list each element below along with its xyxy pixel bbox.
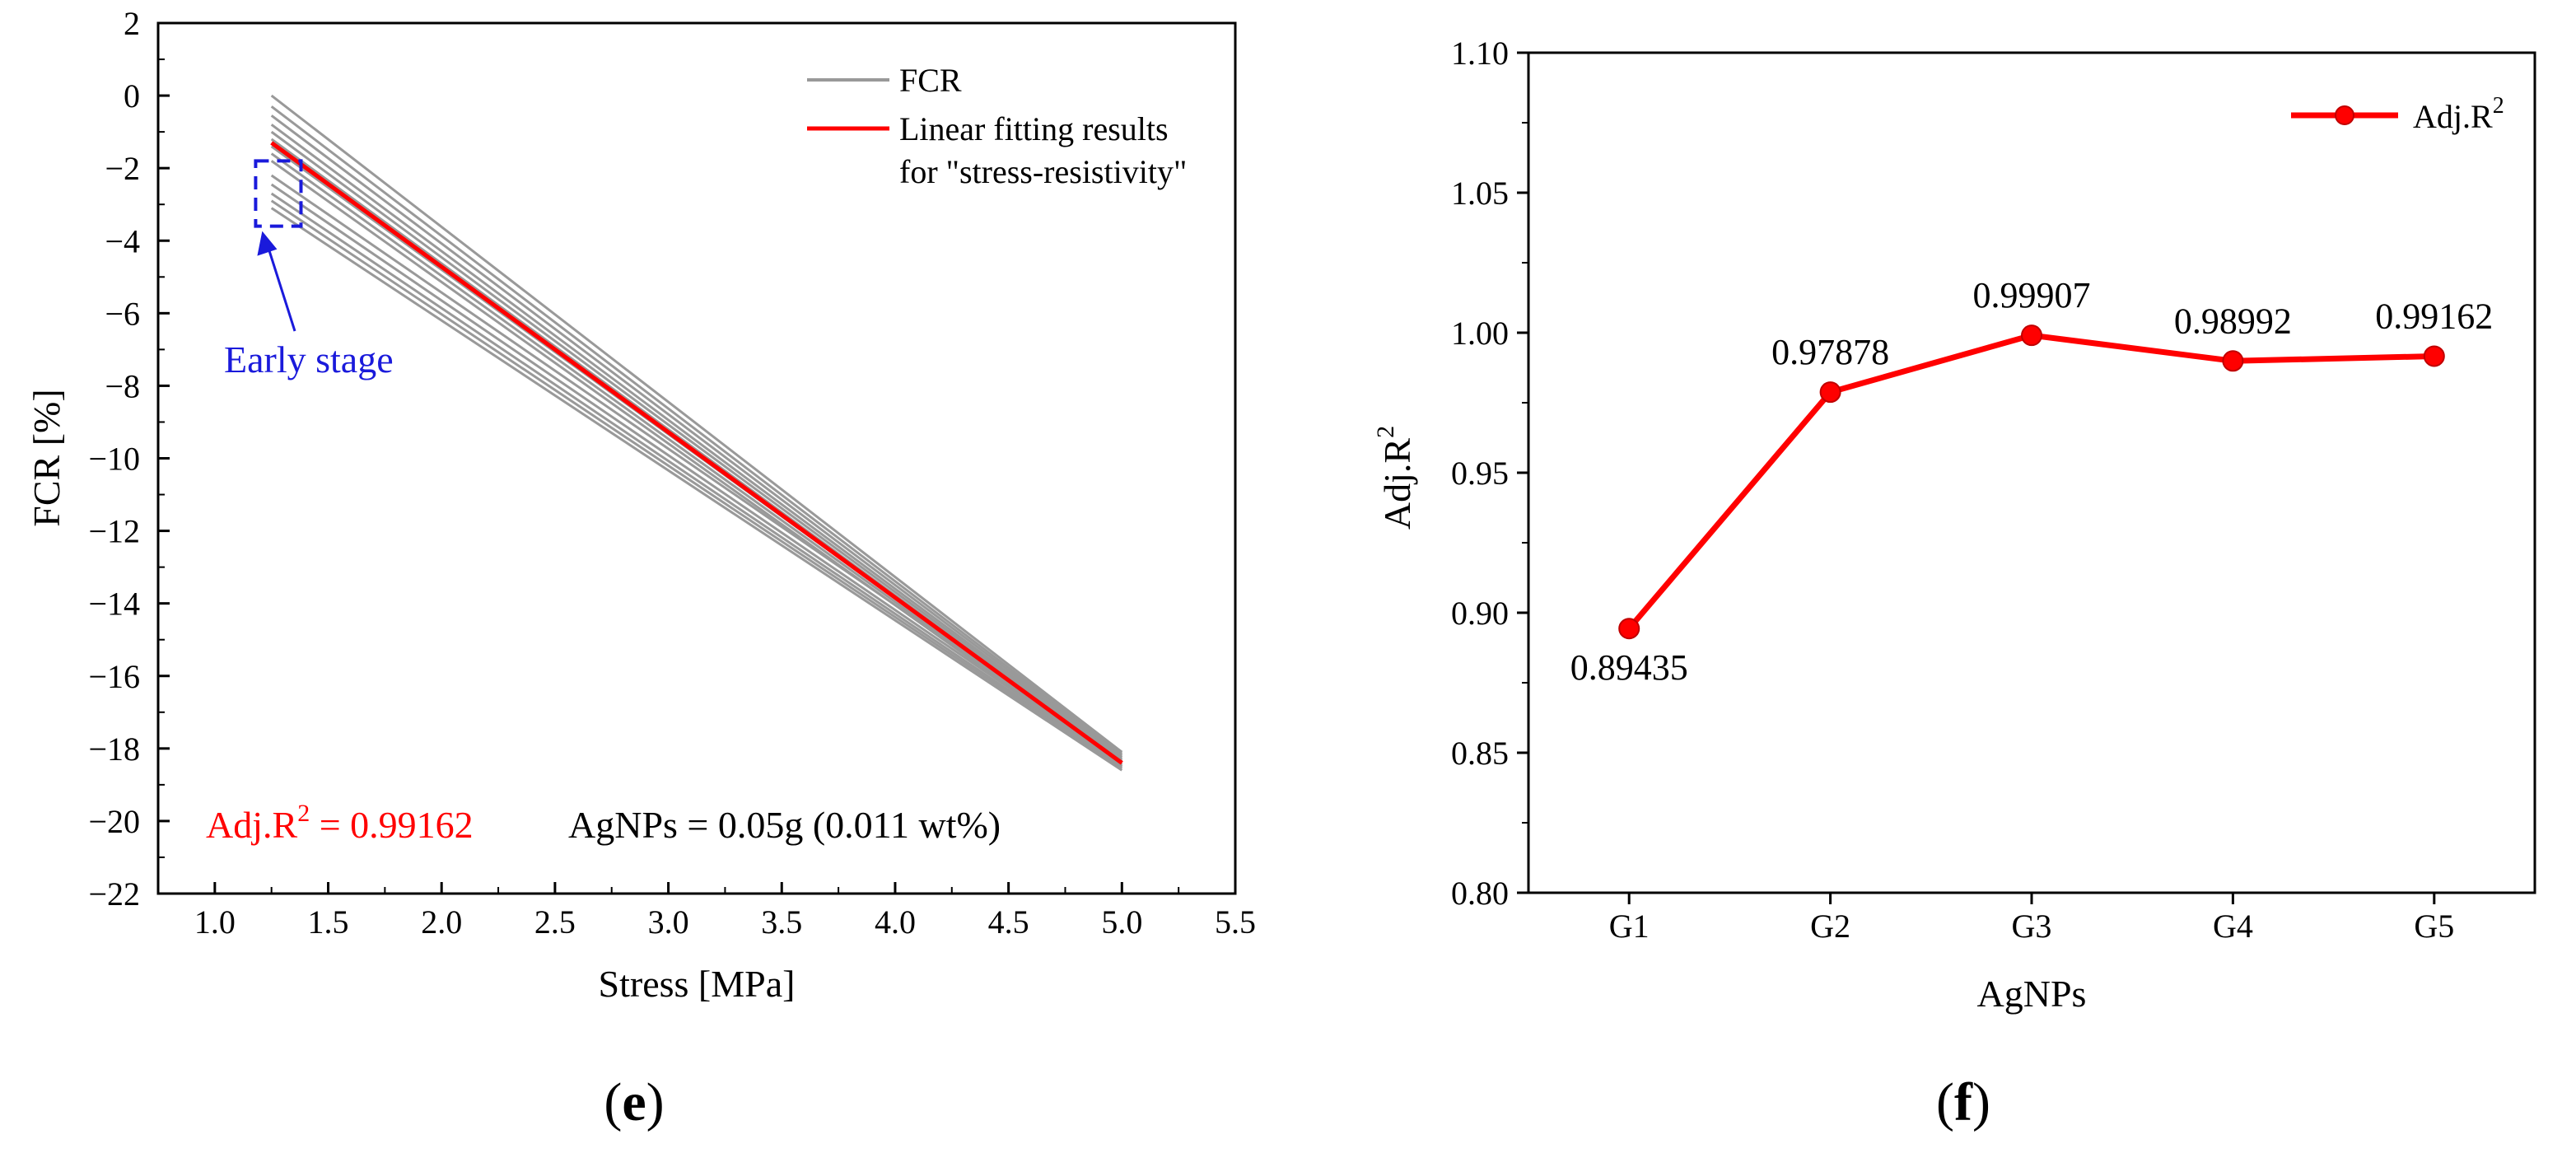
legend-adj-r2-marker [2335, 105, 2354, 125]
y-axis-label-f: Adj.R2 [1372, 426, 1418, 530]
y-ticks-f: 0.80 0.85 0.90 0.95 1.00 1.05 1.10 [1451, 35, 1528, 912]
data-label: 0.98992 [2174, 301, 2292, 341]
x-axis-label-f: AgNPs [1977, 973, 2087, 1015]
y-axis-label-f-prefix: Adj.R [1376, 438, 1418, 530]
early-stage-box [254, 159, 303, 228]
x-tick-label: 4.0 [875, 903, 916, 941]
panel-label-e: (e) [604, 1072, 664, 1132]
adj-r2-line [1626, 332, 2434, 631]
legend-adj-r2-sup: 2 [2493, 93, 2504, 119]
y-tick-label: −16 [88, 658, 140, 695]
fcr-line [270, 114, 1123, 757]
y-tick-label: 0.80 [1451, 875, 1509, 912]
x-tick-label: 3.5 [761, 903, 802, 941]
legend-adj-r2-label: Adj.R2 [2413, 93, 2504, 135]
y-tick-label: 1.05 [1451, 175, 1509, 212]
fcr-line [270, 207, 1123, 772]
r2-annotation-prefix: Adj.R [206, 804, 298, 846]
panel-label-e-open: ( [604, 1072, 622, 1132]
y-tick-label: −6 [105, 295, 140, 332]
y-tick-label: −4 [105, 222, 140, 259]
y-tick-label: 0.95 [1451, 455, 1509, 492]
y-tick-label: 2 [124, 5, 140, 42]
panel-label-e-close: ) [646, 1072, 665, 1132]
y-tick-label: 1.10 [1451, 35, 1509, 72]
fcr-line [270, 199, 1123, 770]
y-tick-label: −12 [88, 513, 140, 550]
fcr-line [270, 160, 1123, 768]
data-point [1819, 381, 1841, 404]
legend-fit-label-line2: for "stress-resistivity" [899, 153, 1187, 190]
fcr-line [270, 130, 1123, 761]
x-tick-label: G2 [1810, 908, 1850, 945]
data-label: 0.99907 [1973, 275, 2091, 315]
panel-label-f-letter: f [1954, 1072, 1973, 1132]
data-point [2423, 345, 2445, 367]
x-tick-label: G4 [2213, 908, 2253, 945]
fcr-line [270, 124, 1123, 759]
linear-fit-line [270, 141, 1123, 765]
data-point [1618, 618, 1640, 640]
x-tick-label: 2.5 [534, 903, 576, 941]
early-stage-arrow [267, 249, 296, 332]
agnps-annotation: AgNPs = 0.05g (0.011 wt%) [568, 804, 1001, 846]
fcr-line [270, 105, 1123, 755]
chart-f: G1 G2 G3 G4 G5 0.800.850.900.951.001.051.10 … [1372, 35, 2536, 1132]
data-label: 0.99162 [2375, 296, 2493, 336]
x-tick-label: 1.5 [308, 903, 349, 941]
y-tick-label: 0.85 [1451, 735, 1509, 772]
x-tick-label: 4.5 [988, 903, 1029, 941]
x-axis-label-e: Stress [MPa] [599, 963, 796, 1005]
data-label: 0.89435 [1570, 647, 1688, 688]
y-tick-label: −2 [105, 150, 140, 187]
panel-label-f-open: ( [1936, 1072, 1954, 1132]
x-tick-label: 5.5 [1215, 903, 1256, 941]
y-axis-label-e: FCR [%] [26, 389, 68, 526]
legend-fit-label-line1: Linear fitting results [899, 110, 1169, 147]
data-label: 0.97878 [1771, 332, 1889, 372]
y-tick-label: −22 [88, 875, 140, 913]
y-axis-label-f-sup: 2 [1372, 426, 1399, 438]
y-tick-label: −14 [88, 586, 140, 623]
x-tick-label: 1.0 [194, 903, 236, 941]
r2-annotation-value: = 0.99162 [310, 804, 473, 846]
r2-annotation-sup: 2 [297, 800, 310, 827]
data-point [2222, 350, 2244, 372]
x-ticks-f: G1 G2 G3 G4 G5 [1609, 893, 2454, 945]
x-tick-label: 2.0 [421, 903, 462, 941]
early-stage-label: Early stage [224, 338, 394, 380]
y-tick-label: 1.00 [1451, 315, 1509, 352]
y-tick-label: −18 [88, 731, 140, 768]
legend-adj-r2-prefix: Adj.R [2413, 98, 2493, 135]
legend-fcr-label: FCR [899, 62, 962, 99]
y-ticks-e: 2 0 −2 −4 −6 −8 −10 −12 −14 −16 −18 −20 −22 [88, 5, 170, 913]
y-tick-label: 0.90 [1451, 595, 1509, 632]
x-tick-label: 3.0 [648, 903, 689, 941]
fcr-line [270, 183, 1123, 766]
x-tick-label: 5.0 [1101, 903, 1142, 941]
x-ticks-e: 1.0 1.5 2.0 2.5 3.0 3.5 4.0 4.5 5.0 5.5 [194, 882, 1256, 941]
early-stage-arrowhead [257, 231, 278, 256]
adj-r2-points: 0.89435 0.97878 0.99907 0.98992 0.99162 [1570, 275, 2494, 688]
x-tick-label: G5 [2414, 908, 2454, 945]
panel-label-f: (f) [1936, 1072, 1990, 1132]
fcr-line [270, 192, 1123, 768]
r2-annotation: Adj.R2 = 0.99162 [206, 800, 474, 846]
data-point [2021, 324, 2042, 347]
chart-e: Early stage 1.0 1.5 2.0 2.5 3.0 3.5 4.0 4.5 5.0 5… [26, 5, 1256, 1132]
fcr-bundle [270, 94, 1123, 772]
x-tick-label: G3 [2012, 908, 2052, 945]
y-tick-label: 0 [124, 77, 140, 114]
y-tick-label: −8 [105, 367, 140, 404]
fcr-line [270, 94, 1123, 754]
panel-label-e-letter: e [622, 1072, 646, 1132]
plot-frame-f [1527, 51, 2536, 894]
y-tick-label: −20 [88, 803, 140, 840]
y-tick-label: −10 [88, 441, 140, 478]
panel-label-f-close: ) [1972, 1072, 1990, 1132]
x-tick-label: G1 [1609, 908, 1650, 945]
fcr-line [270, 174, 1123, 763]
